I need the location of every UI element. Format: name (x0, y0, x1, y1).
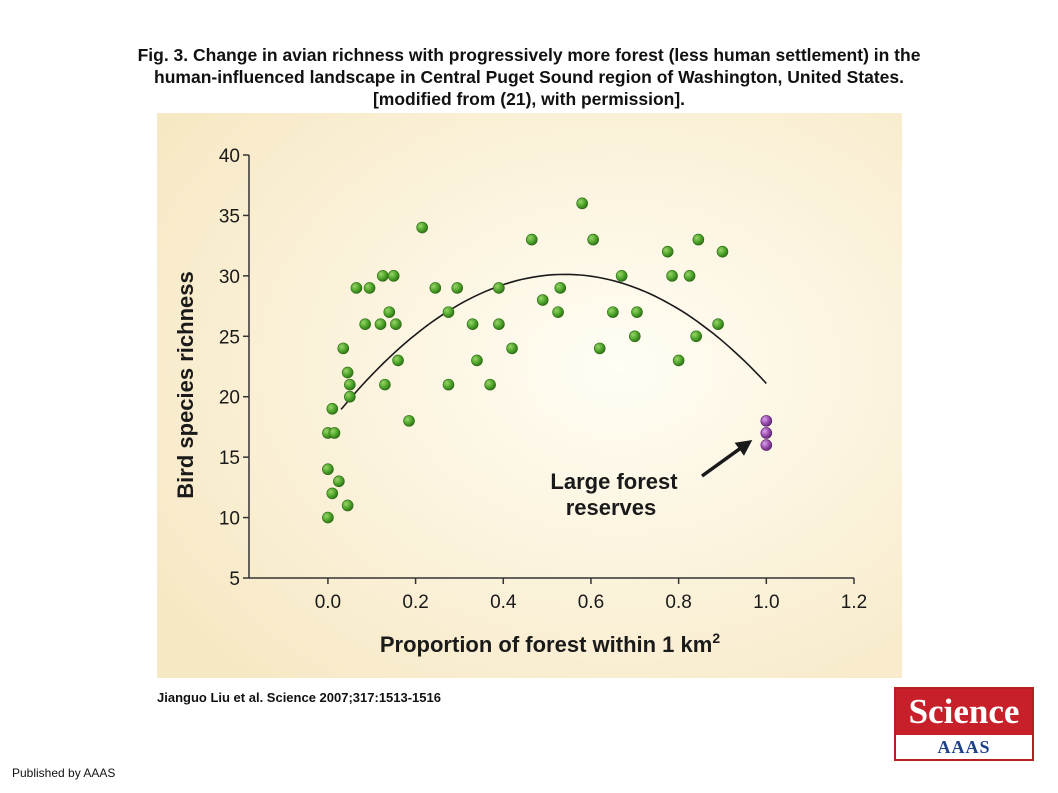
green-data-point (672, 354, 685, 367)
annotation-arrow-head (734, 439, 753, 456)
x-tick-label: 0.0 (315, 592, 341, 613)
green-data-point (484, 378, 496, 391)
annotation-arrow-shaft (700, 445, 744, 478)
figure-title-line-2: human-influenced landscape in Central Pu… (154, 67, 904, 87)
green-data-point (392, 354, 404, 367)
green-data-point (593, 342, 606, 355)
green-data-point (683, 270, 696, 282)
y-tick-label: 30 (219, 267, 240, 288)
annotation-line-1: Large forest (550, 469, 678, 494)
scatter-chart: 5 10 15 20 25 30 35 40 0.0 0.2 0.4 0.6 0.8 1.0 1.2 Lar… (157, 113, 902, 678)
green-data-point (466, 318, 479, 330)
y-tick-label: 15 (219, 448, 240, 469)
green-data-point (712, 318, 724, 330)
green-data-point (376, 270, 389, 282)
purple-data-point (760, 439, 773, 451)
chart-panel: 5 10 15 20 25 30 35 40 0.0 0.2 0.4 0.6 0.8 1.0 1.2 Lar… (157, 113, 902, 678)
x-axis-label-superscript: 2 (712, 630, 720, 646)
green-data-point (607, 306, 619, 318)
green-data-point (416, 221, 428, 234)
green-data-point (387, 270, 400, 282)
annotation-line-2: reserves (566, 495, 657, 520)
green-data-point (536, 294, 549, 306)
chart-axes: 5 10 15 20 25 30 35 40 0.0 0.2 0.4 0.6 0.8 1.0 1.2 (219, 146, 867, 613)
green-data-point (666, 270, 678, 282)
green-data-point (471, 354, 483, 367)
green-data-point (493, 282, 505, 294)
y-tick-label: 10 (219, 509, 240, 530)
science-logo: Science AAAS (894, 687, 1034, 761)
y-axis-label: Bird species richness (173, 271, 198, 498)
publisher-credit: Published by AAAS (12, 766, 116, 780)
green-data-point (344, 378, 356, 391)
aaas-logo-wordmark: AAAS (937, 737, 991, 757)
fit-curve (340, 273, 767, 410)
x-axis-label: Proportion of forest within 1 km2 (380, 630, 720, 657)
green-data-point (326, 487, 339, 500)
green-data-point (506, 342, 518, 355)
green-data-point (374, 318, 387, 330)
green-data-point (326, 402, 339, 415)
green-data-point (442, 306, 455, 318)
fit-curve-layer (340, 273, 767, 410)
green-data-point (350, 282, 363, 294)
green-data-point (328, 427, 341, 439)
green-data-point (322, 463, 334, 476)
annotation-layer: Large forest reserves (550, 439, 753, 520)
green-data-point (322, 511, 334, 524)
purple-data-point (760, 427, 773, 439)
x-tick-label: 0.2 (402, 592, 428, 613)
green-data-point (363, 282, 376, 294)
y-tick-label: 5 (229, 569, 240, 590)
y-tick-label: 40 (219, 146, 240, 167)
y-tick-label: 25 (219, 327, 240, 348)
green-data-point (631, 306, 643, 318)
green-data-point (442, 378, 455, 391)
green-data-point (333, 475, 345, 488)
x-tick-label: 0.4 (490, 592, 517, 613)
citation: Jianguo Liu et al. Science 2007;317:1513… (157, 690, 441, 705)
purple-data-point (760, 415, 773, 427)
green-data-point (337, 342, 350, 355)
data-points-layer (322, 197, 773, 524)
green-data-point (341, 499, 354, 512)
green-data-point (525, 233, 538, 246)
x-tick-label: 1.2 (841, 592, 867, 613)
green-data-point (690, 330, 702, 343)
figure-title-line-1: Fig. 3. Change in avian richness with pr… (137, 45, 921, 65)
figure-title: Fig. 3. Change in avian richness with pr… (20, 44, 1038, 110)
green-data-point (587, 233, 599, 246)
x-tick-label: 1.0 (753, 592, 779, 613)
y-tick-label: 20 (219, 388, 240, 409)
y-tick-label: 35 (219, 206, 240, 227)
green-data-point (344, 390, 356, 403)
green-data-point (451, 282, 464, 294)
green-data-point (692, 233, 705, 246)
green-data-point (390, 318, 402, 330)
green-data-point (493, 318, 505, 330)
green-data-point (615, 270, 628, 282)
figure-title-line-3: [modified from (21), with permission]. (372, 89, 686, 109)
science-logo-wordmark: Science (896, 689, 1032, 735)
chart-background (157, 113, 902, 678)
green-data-point (576, 197, 588, 210)
x-axis-label-text: Proportion of forest within 1 km (380, 632, 712, 657)
green-data-point (628, 330, 641, 343)
green-data-point (379, 378, 391, 391)
green-data-point (716, 245, 729, 258)
green-data-point (403, 415, 415, 427)
green-data-point (359, 318, 371, 330)
green-data-point (383, 306, 396, 318)
green-data-point (552, 306, 564, 318)
green-data-point (554, 282, 567, 294)
x-tick-label: 0.6 (578, 592, 604, 613)
green-data-point (661, 245, 674, 258)
green-data-point (341, 366, 354, 379)
green-data-point (429, 282, 442, 294)
x-tick-label: 0.8 (665, 592, 691, 613)
